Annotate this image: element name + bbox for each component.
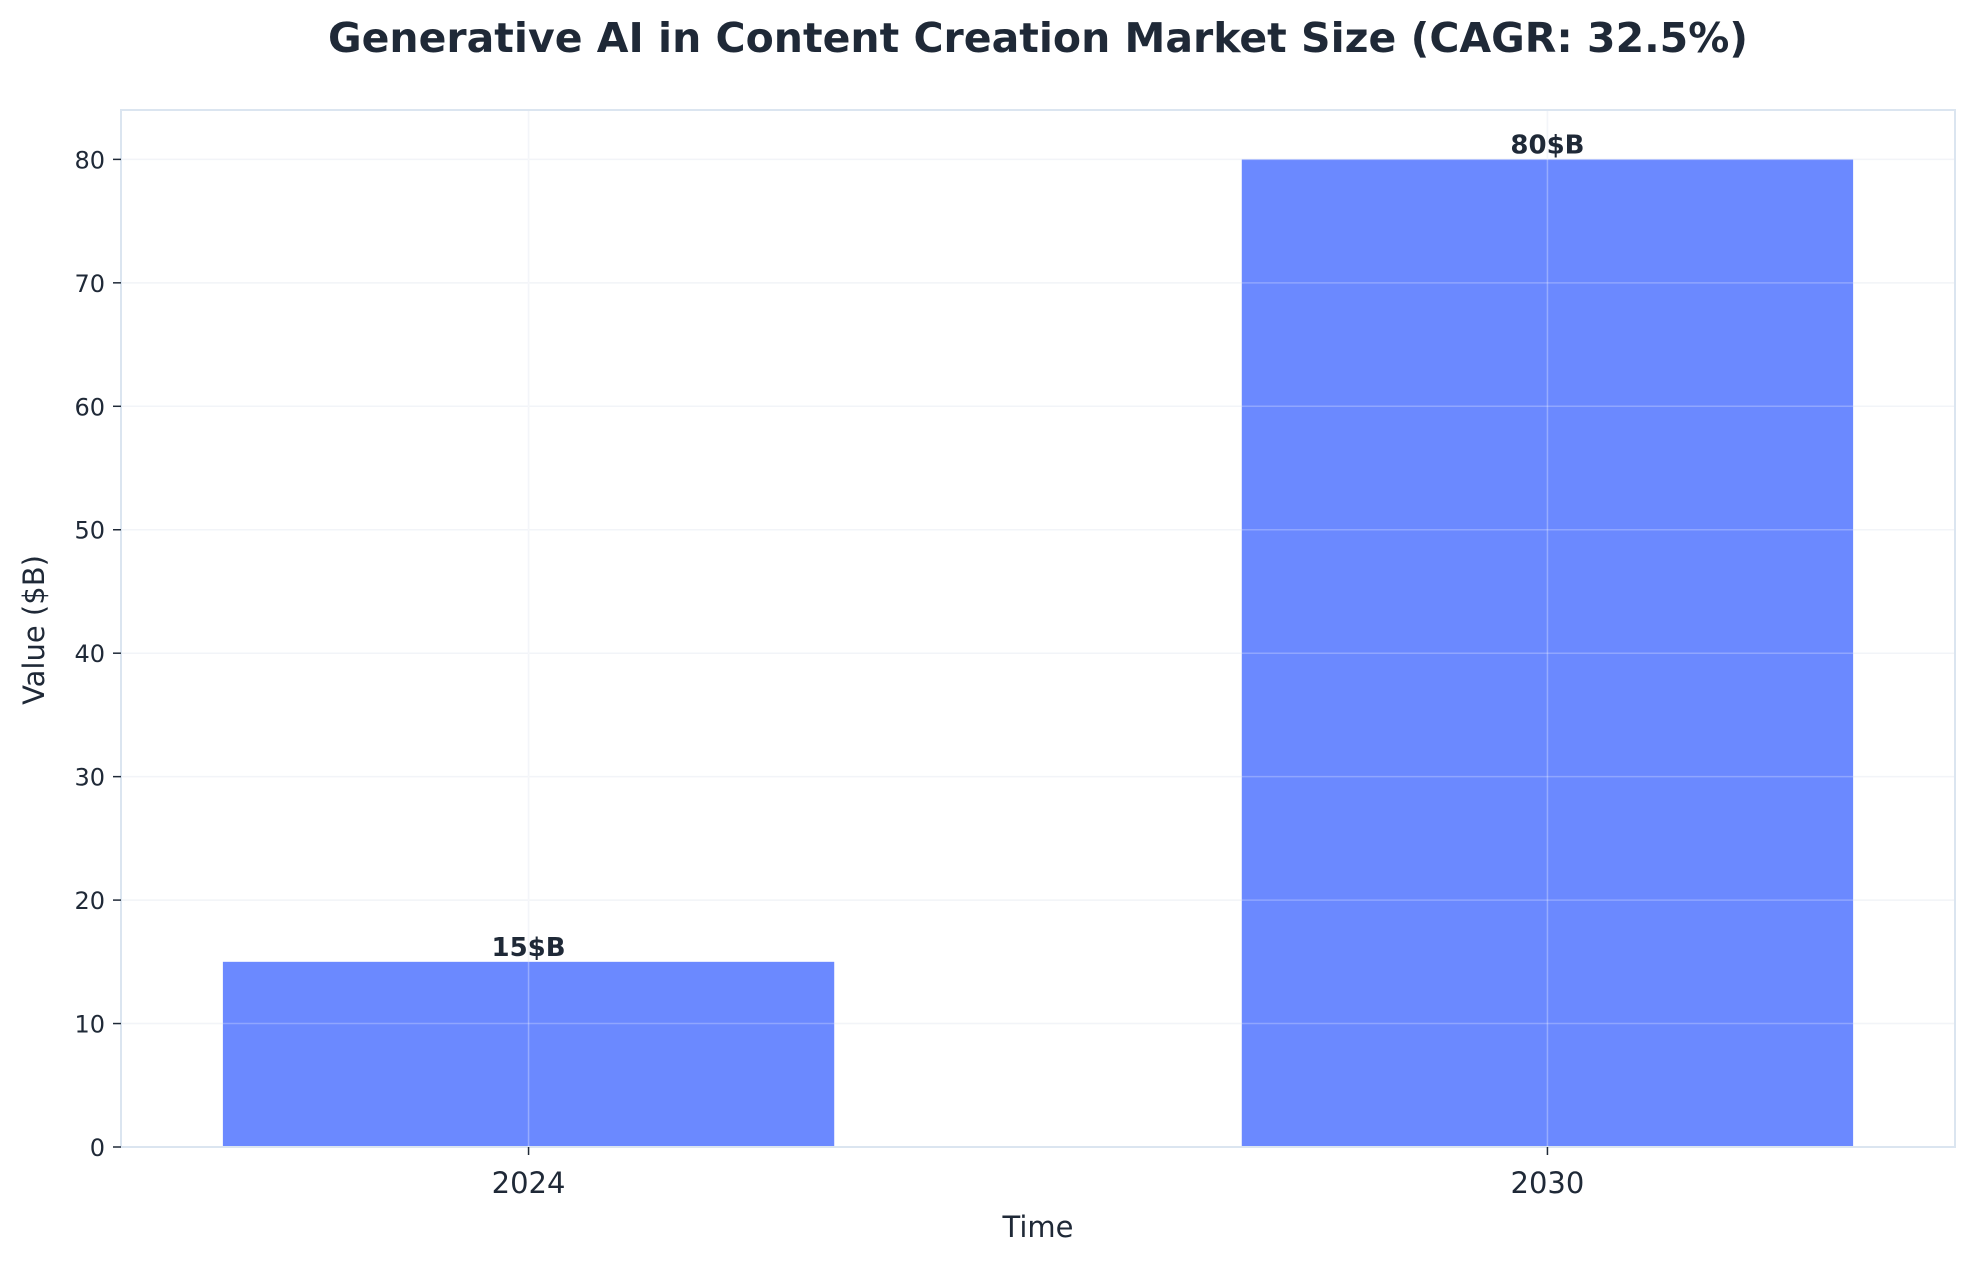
chart-title: Generative AI in Content Creation Market…: [328, 14, 1748, 62]
x-tick-label: 2030: [1511, 1166, 1585, 1200]
y-tick-label: 70: [74, 270, 105, 298]
plot-frame: [120, 109, 1956, 1148]
y-tick-label: 50: [74, 517, 105, 545]
bar-2030: [1241, 159, 1854, 1147]
bar-value-label: 15$B: [492, 933, 566, 963]
x-axis-label: Time: [1002, 1210, 1074, 1244]
x-tick-label: 2024: [492, 1166, 566, 1200]
bar-value-label: 80$B: [1510, 130, 1584, 160]
y-tick-label: 10: [74, 1011, 105, 1039]
y-tick-label: 80: [74, 146, 105, 174]
bar-2024: [222, 961, 835, 1147]
y-tick-label: 20: [74, 887, 105, 915]
y-tick-label: 30: [74, 764, 105, 792]
y-axis-label: Value ($B): [17, 555, 51, 705]
y-tick-label: 0: [90, 1134, 105, 1162]
y-tick-label: 60: [74, 393, 105, 421]
y-tick-label: 40: [74, 640, 105, 668]
